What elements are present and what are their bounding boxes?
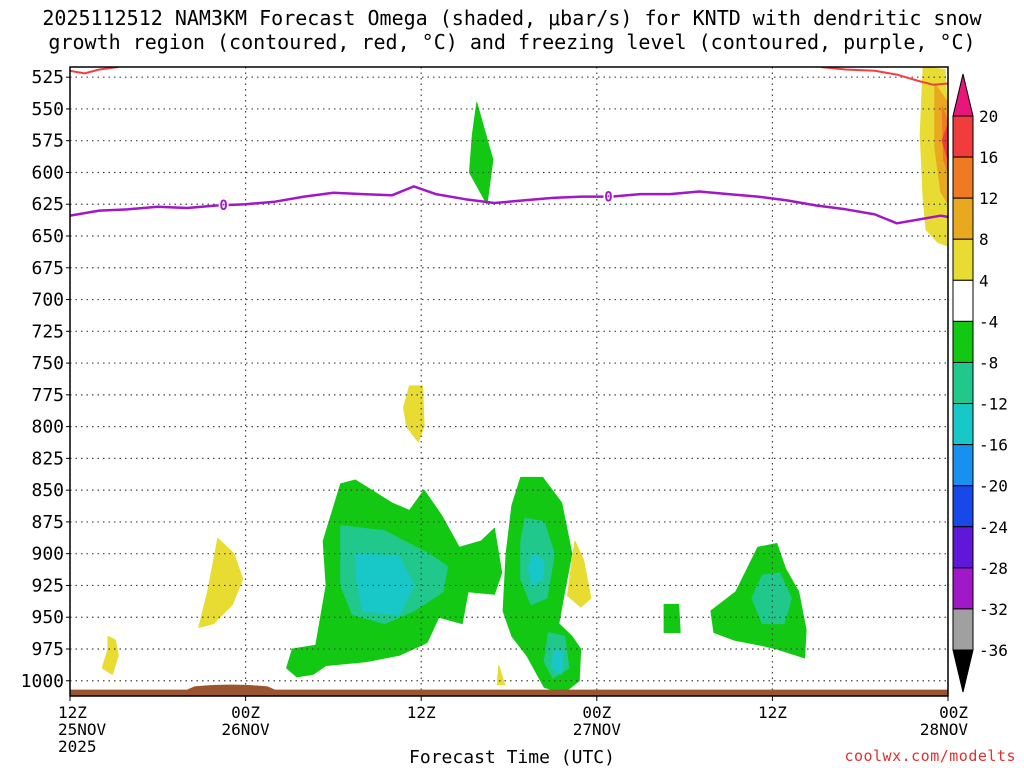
y-tick-label-800: 800 bbox=[31, 417, 64, 438]
x-tick-label-36-0: 00Z bbox=[582, 703, 611, 722]
x-tick-label-12-1: 26NOV bbox=[222, 720, 271, 739]
omega-region-7 bbox=[101, 635, 119, 675]
omega-region-6 bbox=[198, 537, 244, 628]
x-tick-label-12-0: 00Z bbox=[231, 703, 260, 722]
plot-area: 00 bbox=[70, 67, 948, 696]
colorbar-label-1: 16 bbox=[979, 148, 998, 167]
colorbar-label-12: -32 bbox=[979, 600, 1008, 619]
colorbar-swatch-5 bbox=[952, 320, 974, 363]
colorbar-label-5: -4 bbox=[979, 312, 998, 331]
x-tick-label-48-0: 12Z bbox=[758, 703, 787, 722]
title-line-2: growth region (contoured, red, °C) and f… bbox=[48, 30, 976, 54]
colorbar-label-3: 8 bbox=[979, 230, 989, 249]
x-tick-label-24-0: 12Z bbox=[407, 703, 436, 722]
colorbar-label-2: 12 bbox=[979, 189, 998, 208]
freezing-level-label-0: 0 bbox=[219, 198, 227, 214]
y-tick-label-625: 625 bbox=[31, 194, 64, 215]
x-tick-label-0-1: 25NOV bbox=[58, 720, 107, 739]
y-tick-label-700: 700 bbox=[31, 290, 64, 311]
terrain-ground bbox=[70, 684, 948, 696]
y-tick-label-850: 850 bbox=[31, 480, 64, 501]
source-credit: coolwx.com/modelts bbox=[844, 747, 1016, 765]
colorbar-swatch-10 bbox=[952, 526, 974, 569]
y-tick-label-1000: 1000 bbox=[21, 671, 64, 692]
omega-region-12 bbox=[354, 553, 415, 616]
colorbar-label-8: -16 bbox=[979, 436, 1008, 455]
colorbar-label-11: -28 bbox=[979, 559, 1008, 578]
colorbar-swatch-0 bbox=[952, 115, 974, 158]
colorbar-label-0: 20 bbox=[979, 107, 998, 126]
colorbar-swatch-11 bbox=[952, 567, 974, 610]
omega-region-9 bbox=[496, 665, 506, 686]
x-axis-title: Forecast Time (UTC) bbox=[409, 747, 615, 768]
omega-region-17 bbox=[550, 648, 564, 675]
omega-region-20 bbox=[751, 572, 792, 625]
dgz-contour-left bbox=[70, 67, 119, 75]
freezing-level-label-1: 0 bbox=[604, 190, 612, 206]
omega-region-18 bbox=[663, 604, 681, 633]
freezing-label-bg-0 bbox=[218, 198, 229, 213]
freezing-label-bg-1 bbox=[603, 189, 614, 204]
colorbar-swatch-4 bbox=[952, 279, 974, 322]
y-tick-label-750: 750 bbox=[31, 353, 64, 374]
colorbar-swatch-12 bbox=[952, 608, 974, 651]
colorbar-label-13: -36 bbox=[979, 641, 1008, 660]
colorbar-swatch-2 bbox=[952, 197, 974, 240]
colorbar-label-7: -12 bbox=[979, 395, 1008, 414]
y-tick-label-900: 900 bbox=[31, 544, 64, 565]
colorbar-swatch-1 bbox=[952, 156, 974, 199]
y-tick-label-775: 775 bbox=[31, 385, 64, 406]
colorbar-swatch-6 bbox=[952, 361, 974, 405]
colorbar-swatch-9 bbox=[952, 485, 974, 528]
y-tick-label-950: 950 bbox=[31, 607, 64, 628]
y-tick-label-875: 875 bbox=[31, 512, 64, 533]
x-tick-label-36-1: 27NOV bbox=[573, 720, 622, 739]
colorbar-label-9: -20 bbox=[979, 477, 1008, 496]
colorbar-swatch-8 bbox=[952, 444, 974, 487]
y-tick-label-925: 925 bbox=[31, 575, 64, 596]
x-tick-label-0-2: 2025 bbox=[58, 737, 97, 756]
colorbar-swatch-7 bbox=[952, 403, 974, 446]
x-tick-label-60-1: 28NOV bbox=[920, 720, 969, 739]
chart-title: 2025112512 NAM3KM Forecast Omega (shaded… bbox=[0, 6, 1024, 54]
colorbar-top-arrow bbox=[952, 73, 974, 117]
y-tick-label-600: 600 bbox=[31, 162, 64, 183]
y-tick-label-725: 725 bbox=[31, 321, 64, 342]
omega-region-15 bbox=[527, 553, 545, 586]
omega-region-8 bbox=[567, 540, 592, 608]
y-tick-label-675: 675 bbox=[31, 258, 64, 279]
y-tick-label-525: 525 bbox=[31, 67, 64, 88]
y-tick-label-975: 975 bbox=[31, 639, 64, 660]
y-tick-label-550: 550 bbox=[31, 99, 64, 120]
x-tick-label-60-0: 00Z bbox=[939, 703, 968, 722]
x-tick-label-0-0: 12Z bbox=[58, 703, 87, 722]
colorbar-label-10: -24 bbox=[979, 518, 1008, 537]
colorbar-label-4: 4 bbox=[979, 271, 989, 290]
y-tick-label-650: 650 bbox=[31, 226, 64, 247]
dgz-contour-right bbox=[820, 67, 948, 86]
omega-region-4 bbox=[469, 102, 494, 205]
title-line-1: 2025112512 NAM3KM Forecast Omega (shaded… bbox=[42, 6, 982, 30]
plot-frame bbox=[69, 66, 949, 697]
omega-region-3 bbox=[941, 123, 948, 161]
colorbar-bottom-arrow bbox=[952, 649, 974, 693]
colorbar-swatch-3 bbox=[952, 238, 974, 281]
colorbar-label-6: -8 bbox=[979, 353, 998, 372]
y-tick-label-575: 575 bbox=[31, 131, 64, 152]
omega-region-5 bbox=[403, 385, 425, 443]
y-tick-label-825: 825 bbox=[31, 448, 64, 469]
